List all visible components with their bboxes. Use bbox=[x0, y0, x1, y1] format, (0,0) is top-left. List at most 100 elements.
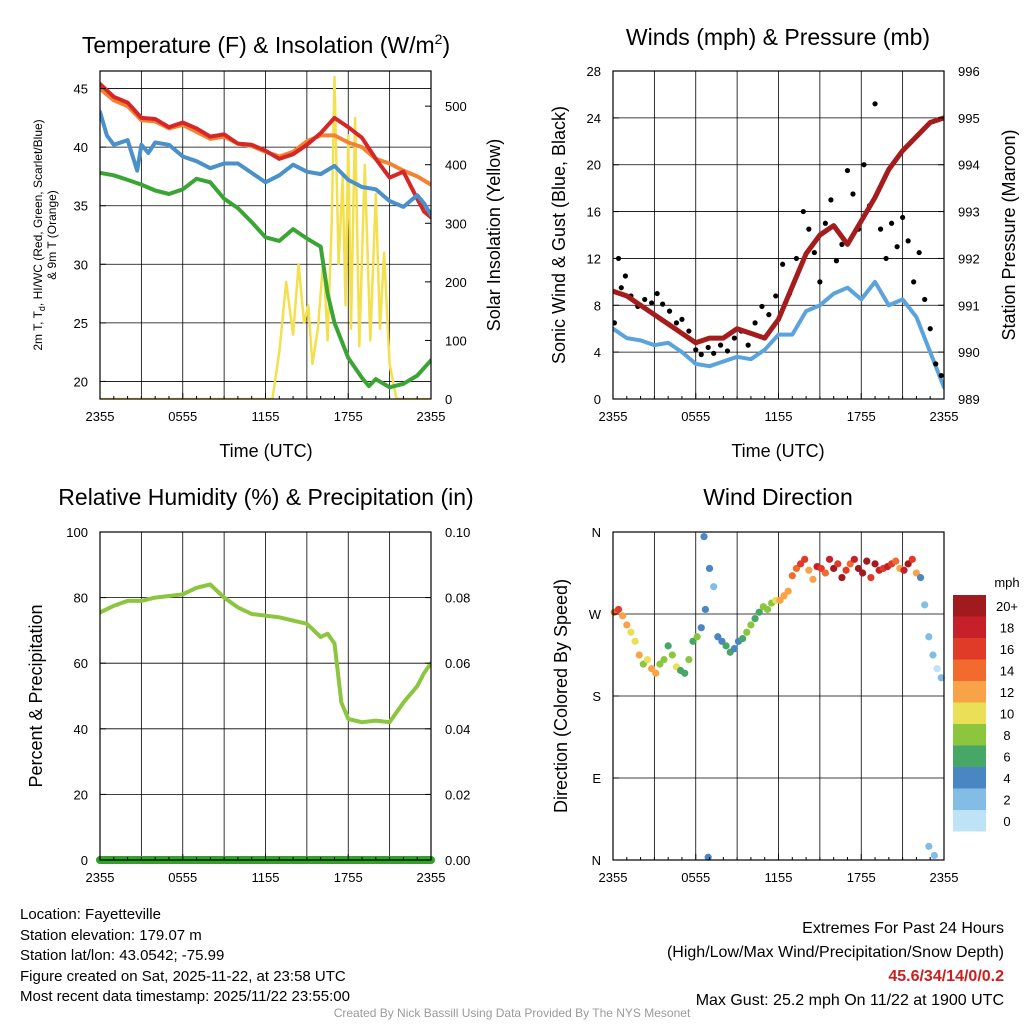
y-tick-label: S bbox=[592, 689, 601, 704]
direction-point bbox=[925, 842, 933, 850]
gust-point bbox=[844, 167, 851, 174]
direction-point bbox=[850, 555, 858, 563]
x-tick-label: 2355 bbox=[599, 870, 628, 885]
y2-tick-label: 989 bbox=[958, 392, 980, 407]
y-tick-label: 0 bbox=[594, 392, 601, 407]
gust-point bbox=[679, 316, 685, 322]
gust-point bbox=[666, 308, 673, 314]
x-tick-label: 0555 bbox=[168, 409, 197, 424]
gust-point bbox=[654, 290, 660, 297]
gust-point bbox=[938, 372, 944, 379]
gust-point bbox=[933, 361, 939, 367]
gust-point bbox=[711, 350, 717, 356]
gust-point bbox=[660, 301, 666, 307]
direction-point bbox=[648, 665, 656, 673]
direction-point bbox=[809, 575, 817, 583]
direction-point bbox=[631, 637, 639, 645]
y-tick-label: 8 bbox=[594, 298, 601, 313]
x-tick-label: 1155 bbox=[252, 409, 280, 424]
y2-tick-label: 0.06 bbox=[445, 656, 470, 671]
y-tick-label: 25 bbox=[74, 316, 88, 331]
gust-point bbox=[752, 320, 758, 326]
y2-tick-label: 200 bbox=[445, 275, 467, 290]
gust-point bbox=[883, 255, 889, 262]
gust-point bbox=[724, 348, 731, 354]
station-elevation: Station elevation: 179.07 m bbox=[20, 926, 202, 944]
station-info: Location: Fayetteville Station elevation… bbox=[20, 905, 350, 1008]
humidity-title: Relative Humidity (%) & Precipitation (i… bbox=[58, 484, 473, 510]
direction-point bbox=[916, 573, 925, 582]
gust-point bbox=[905, 238, 911, 244]
direction-point bbox=[937, 674, 945, 682]
colorbar-cell bbox=[953, 767, 986, 789]
direction-point bbox=[854, 564, 863, 573]
extremes-info: Extremes For Past 24 Hours (High/Low/Max… bbox=[667, 917, 1004, 1013]
gust-point bbox=[911, 279, 917, 285]
humidity-ylabel: Percent & Precipitation bbox=[26, 604, 46, 787]
x-tick-label: 2355 bbox=[417, 870, 446, 885]
y-tick-label: 45 bbox=[74, 82, 88, 97]
direction-point bbox=[722, 642, 730, 650]
gust-point bbox=[900, 214, 906, 221]
y2-tick-label: 300 bbox=[445, 216, 467, 231]
direction-point bbox=[830, 564, 838, 573]
y2-tick-label: 0.00 bbox=[445, 853, 470, 868]
gust-point bbox=[613, 320, 617, 326]
y2-tick-label: 0.10 bbox=[445, 525, 470, 540]
x-tick-label: 1155 bbox=[252, 870, 280, 885]
y-tick-label: N bbox=[592, 853, 601, 868]
y2-tick-label: 100 bbox=[445, 333, 467, 348]
direction-point bbox=[788, 572, 796, 580]
gust-point bbox=[861, 162, 867, 168]
direction-point bbox=[867, 573, 875, 582]
gust-point bbox=[693, 347, 699, 353]
direction-point bbox=[863, 557, 871, 565]
colorbar-cell bbox=[953, 745, 986, 767]
direction-point bbox=[739, 635, 747, 643]
y-tick-label: 20 bbox=[74, 374, 88, 389]
colorbar-cell bbox=[953, 724, 986, 746]
direction-point bbox=[697, 624, 705, 632]
x-tick-label: 0555 bbox=[681, 870, 710, 885]
y2-tick-label: 995 bbox=[958, 111, 980, 126]
pressure-ylabel: Station Pressure (Maroon) bbox=[999, 129, 1019, 340]
direction-point bbox=[930, 851, 938, 860]
y2-tick-label: 0.04 bbox=[445, 722, 470, 737]
y-tick-label: 0 bbox=[81, 853, 88, 868]
direction-point bbox=[780, 592, 788, 600]
direction-point bbox=[751, 614, 759, 623]
y-tick-label: 40 bbox=[74, 722, 88, 737]
direction-point bbox=[685, 655, 693, 664]
direction-point bbox=[714, 633, 722, 641]
x-tick-label: 0555 bbox=[681, 409, 710, 424]
direction-point bbox=[834, 560, 842, 568]
colorbar-cell bbox=[953, 681, 986, 703]
wind-pressure-panel: Winds (mph) & Pressure (mb) 2355 0555 1155… bbox=[549, 24, 1019, 461]
colorbar-cell bbox=[953, 702, 986, 724]
colorbar-title: mph bbox=[994, 575, 1019, 590]
direction-point bbox=[747, 621, 755, 629]
y2-tick-label: 0.02 bbox=[445, 787, 470, 802]
recent-timestamp: Most recent data timestamp: 2025/11/22 2… bbox=[20, 988, 350, 1005]
station-location: Location: Fayetteville bbox=[20, 906, 161, 923]
x-tick-label: 1155 bbox=[765, 409, 793, 424]
direction-point bbox=[635, 651, 643, 659]
wind-direction-ylabel: Direction (Colored By Speed) bbox=[551, 579, 571, 813]
gust-point bbox=[705, 344, 711, 351]
colorbar-label: 12 bbox=[1000, 685, 1014, 700]
y2-tick-label: 990 bbox=[958, 345, 980, 360]
temperature-title: Temperature (F) & Insolation (W/m2) bbox=[82, 31, 450, 58]
gust-point bbox=[894, 244, 900, 250]
direction-point bbox=[892, 557, 900, 565]
wind-direction-title: Wind Direction bbox=[703, 484, 853, 510]
direction-point bbox=[664, 642, 672, 650]
figure-created: Figure created on Sat, 2025-11-22, at 23… bbox=[20, 967, 346, 985]
gust-point bbox=[833, 258, 840, 264]
direction-point bbox=[801, 555, 809, 563]
direction-point bbox=[701, 605, 710, 614]
wind-xlabel: Time (UTC) bbox=[731, 441, 824, 461]
colorbar-cell bbox=[953, 659, 986, 681]
temperature-ylabel-line1: 2m T, Td, HI/WC (Red, Green, Scarlet/Blu… bbox=[31, 119, 47, 350]
direction-point bbox=[842, 566, 850, 574]
colorbar-cell bbox=[953, 616, 986, 638]
